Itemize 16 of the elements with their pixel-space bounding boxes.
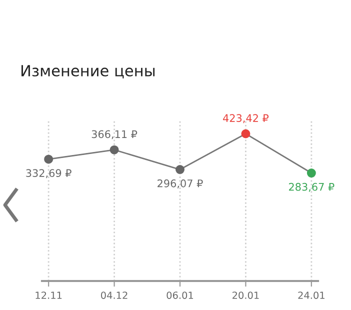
point	[176, 165, 184, 174]
data-label: 283,67 ₽	[289, 182, 334, 192]
point	[44, 154, 54, 164]
x-tick-label: 12.11	[36, 292, 62, 299]
data-label: 296,07 ₽	[158, 179, 203, 188]
point	[110, 145, 119, 154]
chart-title: Изменение цены	[22, 65, 155, 78]
point	[306, 168, 316, 178]
x-tick-label: 04.12	[101, 292, 128, 299]
x-tick-label: 24.01	[298, 292, 324, 299]
x-tick-label: 06.01	[166, 292, 194, 299]
data-label: 423,42 ₽	[223, 114, 269, 124]
x-tick-label: 20.01	[232, 292, 259, 299]
point	[241, 129, 250, 138]
data-label: 332,69 ₽	[26, 169, 72, 178]
data-label: 366,11 ₽	[92, 130, 138, 140]
